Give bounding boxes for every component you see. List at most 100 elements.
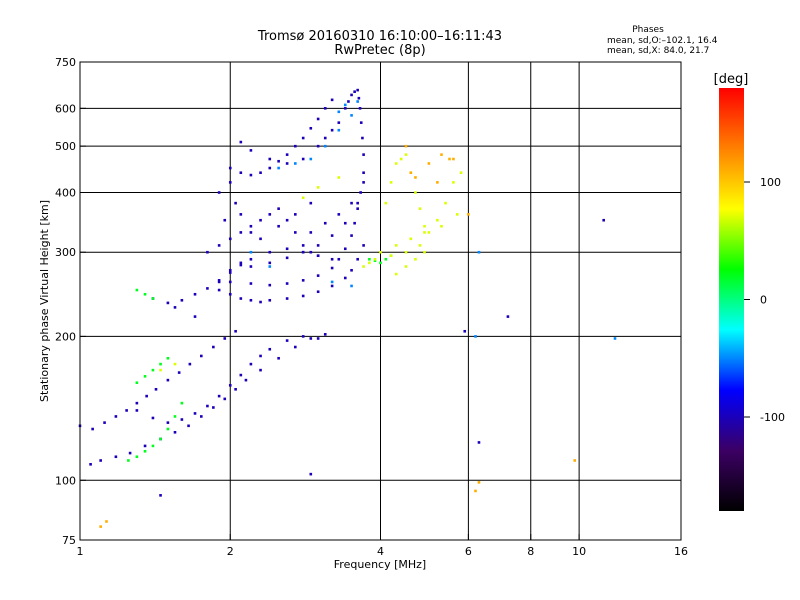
data-point <box>135 288 139 292</box>
data-point <box>228 181 232 184</box>
data-point <box>277 207 280 210</box>
data-point <box>309 250 313 254</box>
data-point <box>463 329 467 333</box>
data-point <box>477 250 481 254</box>
data-point <box>212 345 215 349</box>
data-point <box>206 250 209 254</box>
data-point <box>159 362 162 366</box>
data-point <box>301 335 305 338</box>
data-point <box>309 126 313 130</box>
data-point <box>294 231 297 234</box>
colorbar-tick-label: 0 <box>760 294 767 307</box>
data-point <box>143 449 147 453</box>
data-point <box>217 191 221 194</box>
data-point <box>467 213 470 216</box>
data-point <box>323 136 327 140</box>
data-point <box>223 218 227 222</box>
data-point <box>316 274 320 277</box>
data-point <box>455 213 459 216</box>
data-point <box>343 103 347 107</box>
data-point <box>613 337 617 340</box>
data-point <box>330 266 334 270</box>
data-point <box>309 472 313 476</box>
x-axis-label: Frequency [MHz] <box>334 558 426 571</box>
data-point <box>217 288 221 292</box>
x-tick-label: 10 <box>572 545 586 558</box>
data-point <box>356 207 359 210</box>
data-point <box>414 191 417 194</box>
data-point <box>301 136 305 140</box>
data-point <box>125 409 128 412</box>
data-point <box>427 231 431 234</box>
data-point <box>294 345 297 349</box>
info-title: Phases <box>632 25 664 35</box>
colorbar-label: [deg] <box>714 72 749 87</box>
data-point <box>234 329 237 333</box>
data-point <box>234 201 237 205</box>
data-point <box>166 427 170 431</box>
data-point <box>166 356 170 360</box>
y-tick-label: 300 <box>55 246 76 259</box>
data-point <box>249 282 253 285</box>
data-point <box>285 218 289 222</box>
data-point <box>347 100 350 103</box>
data-point <box>361 136 364 140</box>
data-point <box>389 254 393 258</box>
data-point <box>323 144 327 148</box>
data-point <box>285 339 289 342</box>
data-point <box>228 166 232 170</box>
data-point <box>239 263 243 267</box>
data-point <box>316 337 320 340</box>
data-point <box>285 282 289 285</box>
data-point <box>418 244 422 247</box>
data-point <box>414 257 417 261</box>
data-point <box>362 171 365 175</box>
data-point <box>180 298 184 302</box>
info-line-o: mean, sd,O:–102.1, 16.4 <box>607 36 718 46</box>
data-point <box>301 279 305 282</box>
data-point <box>394 162 398 165</box>
data-point <box>268 298 272 302</box>
data-point <box>452 181 455 184</box>
data-point <box>285 162 289 165</box>
data-point <box>159 494 162 497</box>
data-point <box>135 381 139 385</box>
data-point <box>316 244 320 247</box>
data-point <box>323 107 327 110</box>
data-point <box>337 128 341 132</box>
data-point <box>368 261 371 265</box>
data-point <box>337 257 341 261</box>
data-point <box>379 250 382 254</box>
data-point <box>277 356 280 360</box>
data-point <box>353 221 356 225</box>
data-point <box>249 298 253 302</box>
data-point <box>217 394 221 398</box>
data-point <box>330 284 334 288</box>
data-point <box>356 88 359 92</box>
data-point <box>159 437 162 441</box>
data-point <box>330 257 334 261</box>
data-point <box>316 144 320 148</box>
data-point <box>384 257 388 261</box>
data-point <box>356 100 359 103</box>
data-point <box>228 268 232 272</box>
data-point <box>362 153 365 156</box>
data-point <box>323 333 327 336</box>
data-point <box>350 114 353 117</box>
data-point <box>358 107 362 110</box>
data-point <box>309 337 313 340</box>
data-point <box>268 283 272 287</box>
data-point <box>309 201 313 205</box>
data-point <box>477 441 481 444</box>
data-point <box>350 234 353 237</box>
data-point <box>436 181 439 184</box>
data-point <box>180 418 184 421</box>
data-point <box>91 427 94 431</box>
data-point <box>337 121 341 124</box>
info-line-x: mean, sd,X: 84.0, 21.7 <box>607 46 709 56</box>
data-point <box>259 368 262 372</box>
data-point <box>573 459 577 462</box>
data-point <box>414 176 417 179</box>
data-point <box>114 455 118 459</box>
